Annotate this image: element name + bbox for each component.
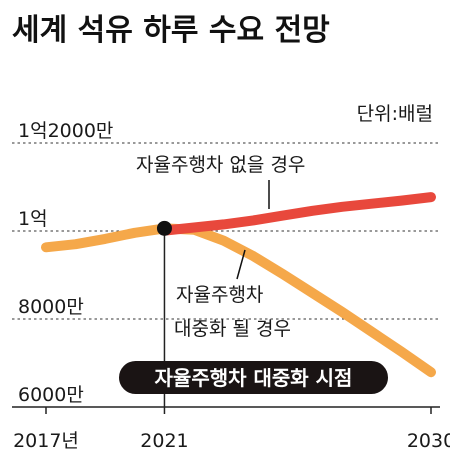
red-series-label: 자율주행차 없을 경우 — [136, 154, 305, 176]
chart-title: 세계 석유 하루 수요 전망 — [12, 13, 330, 48]
series-layer — [41, 192, 436, 378]
y-tick-labels: 1억2000만 1억 8000만 6000만 — [18, 120, 113, 406]
marker-label: 자율주행차 대중화 시점 — [155, 366, 353, 390]
orange-series-leader — [236, 249, 246, 280]
x-tick-label: 2017년 — [13, 430, 79, 452]
x-tick-labels: 2017년 2021 2030 — [13, 430, 450, 452]
y-tick-label: 1억2000만 — [18, 120, 113, 142]
marker-label-box — [119, 361, 388, 394]
y-tick-label: 6000만 — [18, 384, 84, 406]
y-tick-label: 8000만 — [18, 296, 84, 318]
x-tick-label: 2030 — [407, 430, 450, 452]
x-tick-label: 2021 — [140, 430, 188, 452]
orange-series-label-line1: 자율주행차 — [176, 284, 263, 306]
y-tick-label: 1억 — [18, 208, 48, 230]
x-axis — [12, 406, 440, 414]
unit-label: 단위:배럴 — [357, 103, 433, 125]
orange-series-label-line2: 대중화 될 경우 — [174, 318, 291, 340]
marker-dot — [156, 220, 172, 236]
series-line-orange — [41, 223, 436, 378]
series-line-red — [159, 192, 436, 236]
